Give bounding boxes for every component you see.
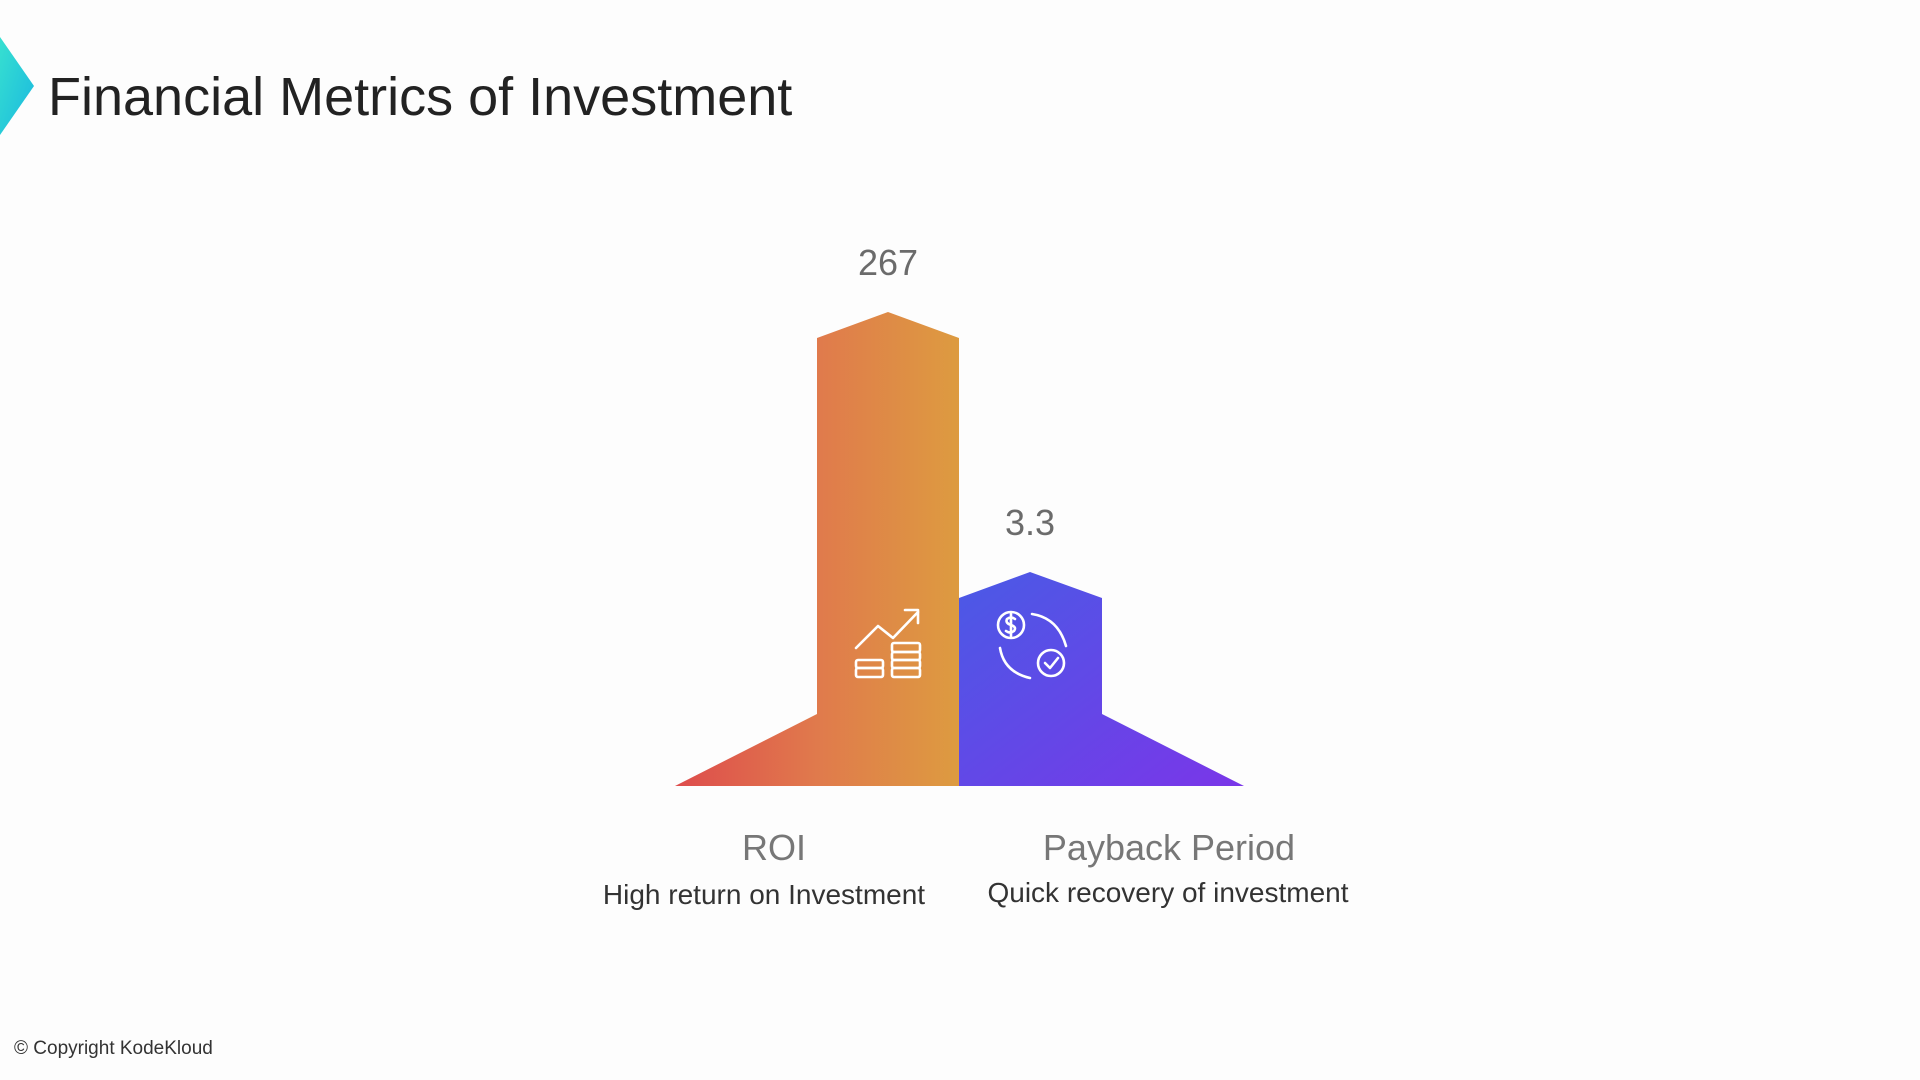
accent-diamond — [0, 37, 34, 135]
title: Financial Metrics of Investment — [48, 67, 792, 127]
roi-wing — [675, 714, 817, 786]
item-name: Payback Period — [1043, 827, 1295, 868]
payback-bar — [959, 572, 1244, 786]
payback-icon — [996, 610, 1068, 680]
value-label: 3.3 — [1005, 502, 1055, 543]
value-label: 267 — [858, 242, 918, 283]
item-name: ROI — [742, 827, 806, 868]
roi-bar — [817, 312, 959, 786]
item-description: High return on Investment — [603, 879, 925, 910]
item-description: Quick recovery of investment — [987, 877, 1348, 908]
growth-icon — [854, 608, 922, 679]
copyright: © Copyright KodeKloud — [14, 1038, 213, 1059]
